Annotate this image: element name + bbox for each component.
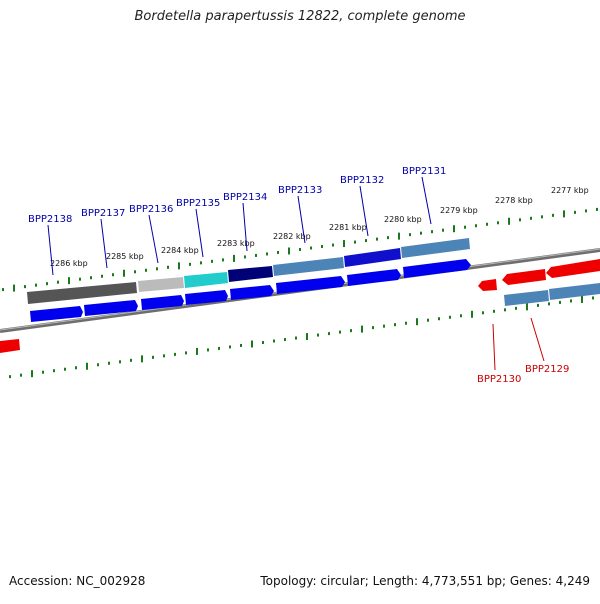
scale-label: 2285 kbp — [106, 252, 144, 261]
gene-leader-line — [359, 185, 369, 237]
gene-leader-line — [242, 202, 248, 252]
gene-label-BPP2132[interactable]: BPP2132 — [340, 175, 384, 186]
feature-bar — [344, 248, 401, 267]
feature-bar — [401, 238, 470, 258]
feature-bar — [184, 272, 228, 288]
gene-leader-line — [195, 208, 204, 258]
gene-leader-line — [47, 224, 54, 276]
scale-label: 2277 kbp — [551, 186, 589, 195]
gene-leader-line — [100, 218, 108, 269]
gene-arrow-partial-right[interactable] — [546, 259, 600, 278]
gene-arrow-BPP2130[interactable] — [478, 279, 497, 291]
gene-label-BPP2134[interactable]: BPP2134 — [223, 192, 267, 203]
scale-labels: 2286 kbp 2285 kbp 2284 kbp 2283 kbp 2282 kbp… — [50, 186, 589, 268]
gene-arrow-BPP2129[interactable] — [502, 269, 546, 285]
scale-label: 2286 kbp — [50, 259, 88, 268]
gene-label-BPP2137[interactable]: BPP2137 — [81, 208, 125, 219]
gene-leader-line — [492, 323, 496, 371]
gene-label-BPP2131[interactable]: BPP2131 — [402, 166, 446, 177]
scale-label: 2283 kbp — [217, 239, 255, 248]
scale-label: 2284 kbp — [161, 246, 199, 255]
gene-arrow-BPP2137[interactable] — [84, 300, 138, 316]
gene-arrow-BPP2134[interactable] — [230, 285, 274, 300]
feature-bar — [504, 290, 549, 306]
gene-arrow-BPP2138[interactable] — [30, 306, 83, 322]
gene-leader-line — [421, 176, 432, 225]
gene-arrow-BPP2136[interactable] — [141, 295, 184, 310]
scale-label: 2280 kbp — [384, 215, 422, 224]
scale-label: 2278 kbp — [495, 196, 533, 205]
scale-ticks-upper — [2, 207, 598, 292]
scale-ticks-lower — [9, 295, 594, 379]
page-title: Bordetella parapertussis 12822, complete… — [134, 9, 466, 24]
gene-label-BPP2136[interactable]: BPP2136 — [129, 204, 173, 215]
feature-bar — [228, 266, 273, 282]
gene-leader-line — [297, 195, 306, 244]
plus-strand-genes — [30, 259, 471, 322]
gene-label-BPP2130[interactable]: BPP2130 — [477, 374, 521, 385]
scale-label: 2279 kbp — [440, 206, 478, 215]
gene-arrow-BPP2135[interactable] — [185, 290, 228, 305]
gene-label-BPP2138[interactable]: BPP2138 — [28, 214, 72, 225]
gene-arrow-BPP2133[interactable] — [276, 276, 345, 294]
feature-color-bars — [27, 238, 600, 306]
gene-label-BPP2135[interactable]: BPP2135 — [176, 198, 220, 209]
gene-arrow-BPP2132[interactable] — [347, 269, 401, 286]
gene-label-BPP2129[interactable]: BPP2129 — [525, 364, 569, 375]
genome-summary-text: Topology: circular; Length: 4,773,551 bp… — [260, 574, 590, 588]
gene-leader-line — [530, 317, 545, 362]
accession-text: Accession: NC_002928 — [9, 574, 146, 588]
scale-label: 2282 kbp — [273, 232, 311, 241]
feature-bar — [273, 257, 344, 276]
minus-strand-genes — [0, 259, 600, 353]
feature-bar — [549, 283, 600, 300]
gene-arrow-BPP2131[interactable] — [403, 259, 471, 278]
feature-bar — [27, 282, 137, 304]
feature-bar — [138, 277, 184, 292]
gene-leader-line — [148, 214, 159, 264]
gene-arrow-partial-left[interactable] — [0, 339, 20, 353]
scale-label: 2281 kbp — [329, 223, 367, 232]
gene-label-BPP2133[interactable]: BPP2133 — [278, 185, 322, 196]
